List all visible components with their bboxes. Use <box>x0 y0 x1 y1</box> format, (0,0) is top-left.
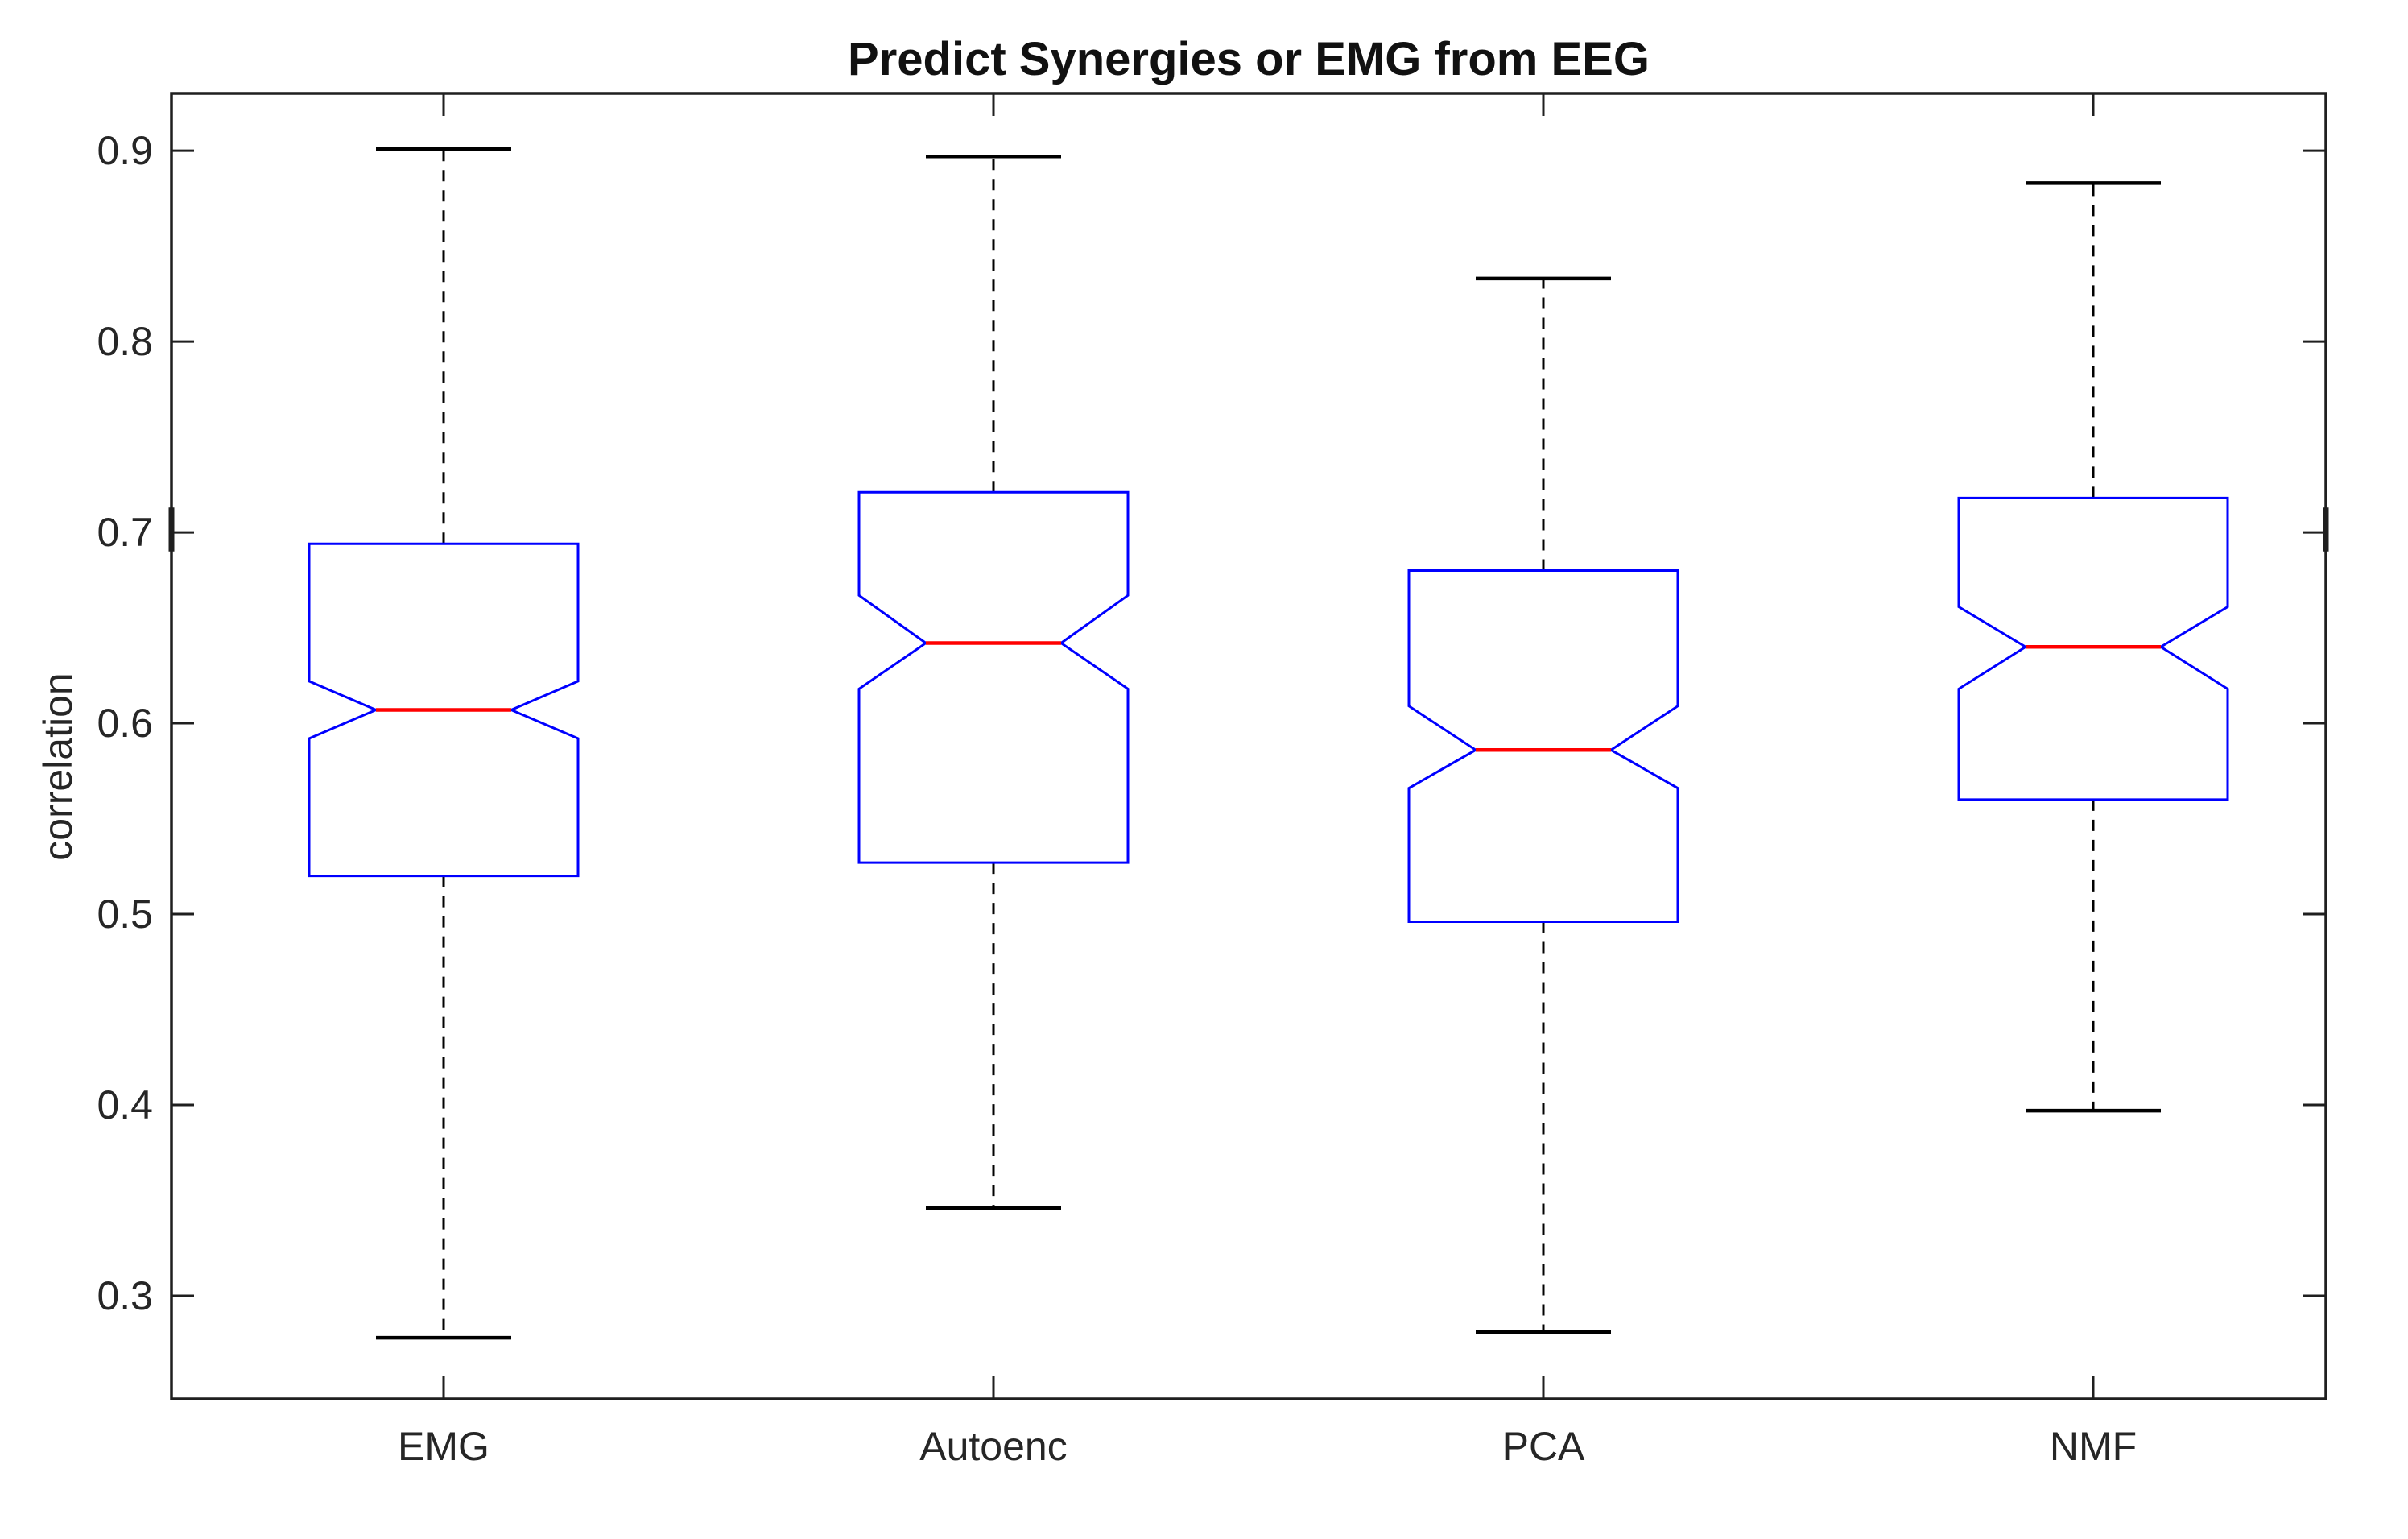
x-category-label: EMG <box>398 1424 489 1469</box>
notched-box <box>1407 569 1679 924</box>
y-tick-label: 0.4 <box>97 1082 153 1128</box>
y-tick-label: 0.8 <box>97 319 153 365</box>
x-category-label: Autoenc <box>919 1424 1068 1469</box>
axes-border <box>170 92 2327 1400</box>
x-category-label: PCA <box>1501 1424 1585 1469</box>
y-tick-label: 0.7 <box>97 510 153 556</box>
notched-box <box>308 542 580 878</box>
x-category-label: NMF <box>2049 1424 2137 1469</box>
y-tick-label: 0.5 <box>97 892 153 937</box>
y-tick-label: 0.9 <box>97 128 153 174</box>
y-tick-label: 0.3 <box>97 1273 153 1319</box>
chart-title: Predict Synergies or EMG from EEG <box>848 33 1650 85</box>
notched-box <box>857 490 1130 864</box>
y-tick-label: 0.6 <box>97 701 153 747</box>
notched-box <box>1957 496 2229 801</box>
y-axis-label: correlation <box>35 672 81 861</box>
